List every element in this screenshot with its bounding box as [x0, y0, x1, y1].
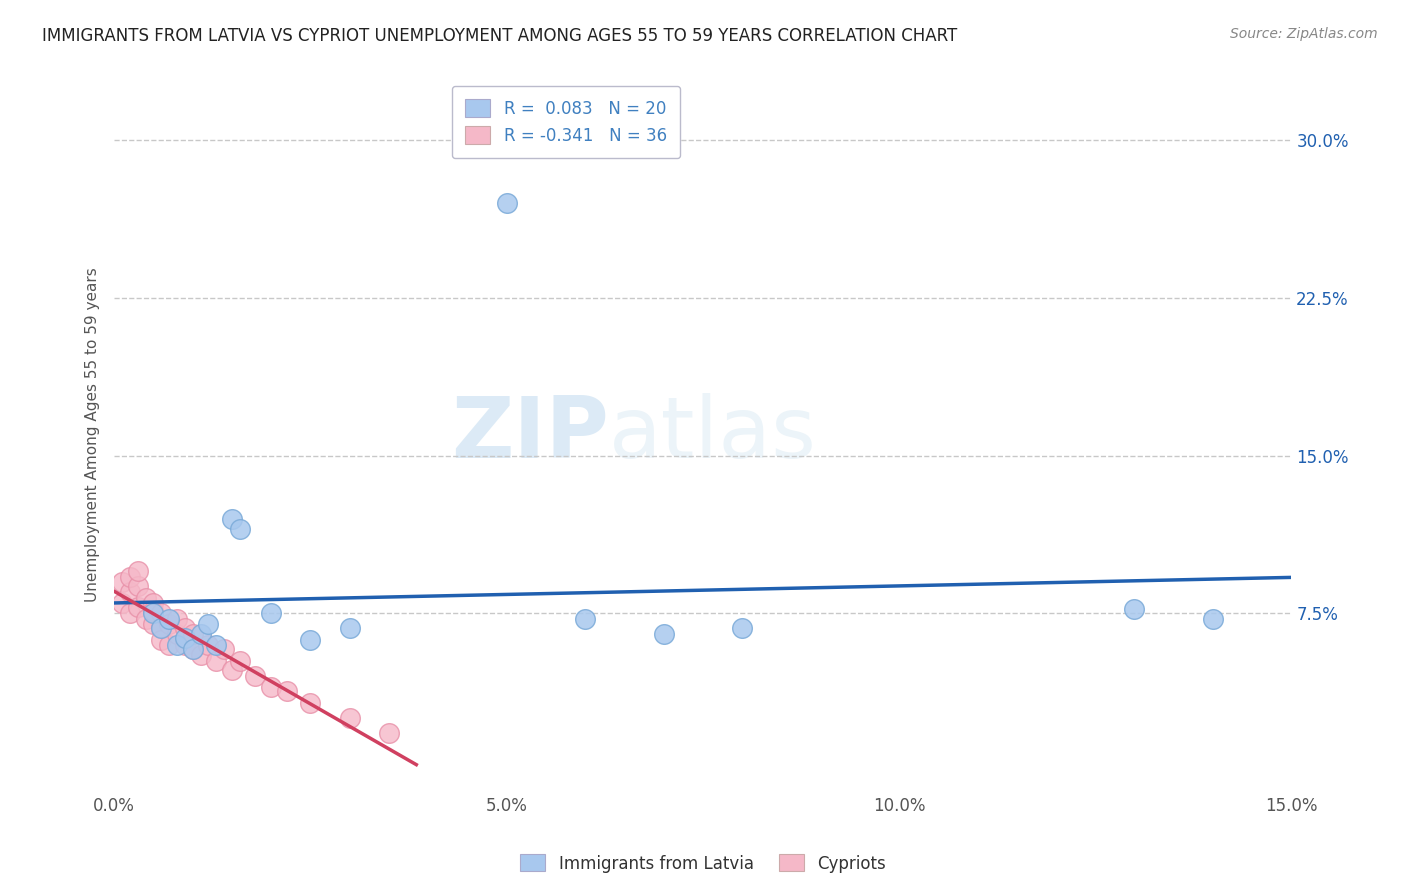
Point — [157, 638, 180, 652]
Point — [166, 612, 188, 626]
Point — [142, 596, 165, 610]
Y-axis label: Unemployment Among Ages 55 to 59 years: Unemployment Among Ages 55 to 59 years — [86, 268, 100, 602]
Point — [135, 591, 157, 606]
Point — [378, 726, 401, 740]
Point — [731, 621, 754, 635]
Point — [260, 680, 283, 694]
Point — [339, 621, 361, 635]
Text: ZIP: ZIP — [451, 393, 609, 476]
Point — [135, 612, 157, 626]
Point — [142, 606, 165, 620]
Legend: Immigrants from Latvia, Cypriots: Immigrants from Latvia, Cypriots — [513, 847, 893, 880]
Point — [173, 632, 195, 646]
Point — [652, 627, 675, 641]
Point — [181, 641, 204, 656]
Point — [190, 627, 212, 641]
Point — [190, 648, 212, 662]
Point — [299, 697, 322, 711]
Legend: R =  0.083   N = 20, R = -0.341   N = 36: R = 0.083 N = 20, R = -0.341 N = 36 — [453, 86, 681, 158]
Text: Source: ZipAtlas.com: Source: ZipAtlas.com — [1230, 27, 1378, 41]
Point — [166, 627, 188, 641]
Point — [229, 522, 252, 536]
Point — [299, 633, 322, 648]
Point — [127, 564, 149, 578]
Point — [118, 570, 141, 584]
Point — [157, 616, 180, 631]
Point — [150, 606, 173, 620]
Point — [276, 684, 298, 698]
Point — [260, 606, 283, 620]
Point — [127, 579, 149, 593]
Point — [229, 655, 252, 669]
Point — [173, 621, 195, 635]
Point — [1202, 612, 1225, 626]
Point — [127, 599, 149, 614]
Point — [205, 638, 228, 652]
Point — [150, 621, 173, 635]
Point — [205, 655, 228, 669]
Point — [221, 511, 243, 525]
Point — [212, 641, 235, 656]
Point — [157, 612, 180, 626]
Point — [173, 638, 195, 652]
Point — [221, 663, 243, 677]
Point — [245, 669, 267, 683]
Point — [339, 711, 361, 725]
Point — [111, 596, 134, 610]
Point — [574, 612, 596, 626]
Point — [166, 638, 188, 652]
Text: IMMIGRANTS FROM LATVIA VS CYPRIOT UNEMPLOYMENT AMONG AGES 55 TO 59 YEARS CORRELA: IMMIGRANTS FROM LATVIA VS CYPRIOT UNEMPL… — [42, 27, 957, 45]
Point — [197, 638, 219, 652]
Text: atlas: atlas — [609, 393, 817, 476]
Point — [111, 574, 134, 589]
Point — [181, 641, 204, 656]
Point — [197, 616, 219, 631]
Point — [150, 621, 173, 635]
Point — [495, 196, 517, 211]
Point — [142, 616, 165, 631]
Point — [118, 585, 141, 599]
Point — [181, 627, 204, 641]
Point — [1123, 602, 1146, 616]
Point — [118, 606, 141, 620]
Point — [142, 604, 165, 618]
Point — [150, 633, 173, 648]
